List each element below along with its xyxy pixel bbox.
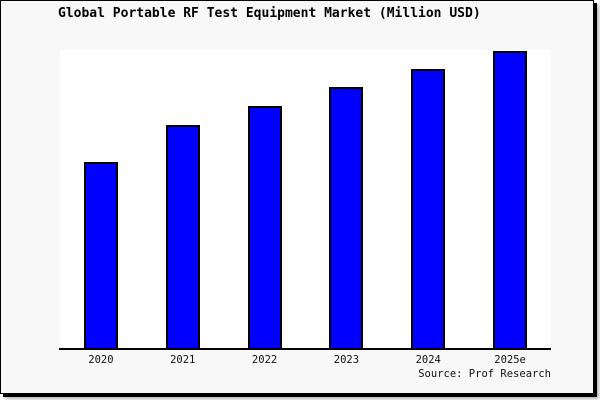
bar-2021 [165,125,200,350]
x-tick-label-2020: 2020 [88,354,114,366]
x-axis-line [59,348,551,350]
x-tick-label-2021: 2021 [170,354,196,366]
x-tick-label-2025e: 2025e [494,354,526,366]
chart-title: Global Portable RF Test Equipment Market… [58,6,481,21]
bar-2020 [83,162,118,350]
bar-2022 [247,106,282,350]
plot-area [59,50,551,350]
x-tick-label-2023: 2023 [333,354,360,366]
x-tick-label-2024: 2024 [415,354,441,366]
bar-2023 [329,87,364,350]
bar-2025e [493,51,528,350]
x-tick-label-2022: 2022 [251,354,278,366]
bar-2024 [411,69,446,350]
source-credit: Source: Prof Research [418,368,551,380]
